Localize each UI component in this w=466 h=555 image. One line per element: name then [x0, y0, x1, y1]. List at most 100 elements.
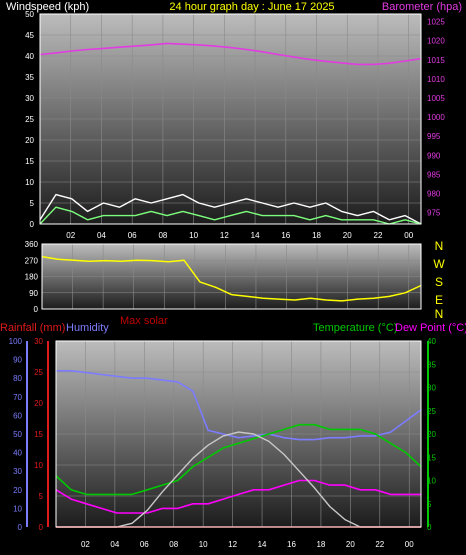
humidity-tick-label: 100 — [9, 337, 23, 346]
wind-panel-xtick-label: 02 — [66, 231, 75, 240]
rainfall-tick-label: 30 — [34, 337, 43, 346]
dew-point-line — [55, 479, 421, 514]
humidity-line — [56, 369, 422, 441]
humidity-tick-label: 70 — [13, 393, 22, 402]
rainfall-tick-label: 0 — [39, 523, 44, 532]
windspeed-tick-label: 35 — [25, 73, 34, 82]
compass-w: W — [433, 257, 445, 271]
direction-tick-label: 0 — [34, 305, 39, 314]
direction-tick-label: 360 — [25, 240, 39, 249]
barometer-tick-label: 985 — [427, 170, 441, 179]
temp-panel-xtick-label: 06 — [140, 540, 149, 549]
barometer-tick-label: 975 — [427, 209, 441, 218]
humidity-tick-label: 10 — [13, 504, 22, 513]
windspeed-tick-label: 15 — [25, 157, 34, 166]
temp-panel-xtick-label: 18 — [316, 540, 325, 549]
temp-panel-xtick-label: 10 — [199, 540, 208, 549]
temp-panel-xtick-label: 16 — [287, 540, 296, 549]
barometer-tick-label: 1020 — [427, 37, 445, 46]
direction-tick-label: 270 — [25, 256, 39, 265]
windspeed-tick-label: 0 — [30, 220, 35, 229]
wind-panel-xtick-label: 16 — [281, 231, 290, 240]
windspeed-tick-label: 45 — [25, 31, 34, 40]
humidity-tick-label: 60 — [13, 411, 22, 420]
temperature-tick-label: 20 — [427, 430, 436, 439]
rainfall-tick-label: 5 — [39, 492, 44, 501]
temp-panel-xtick-label: 08 — [169, 540, 178, 549]
temp-panel-xtick-label: 22 — [375, 540, 384, 549]
humidity-label: Humidity — [66, 322, 109, 334]
temp-panel-xtick-label: 14 — [258, 540, 267, 549]
wind-panel-xtick-label: 22 — [374, 231, 383, 240]
temperature-tick-label: 5 — [427, 500, 432, 509]
wind-panel-xtick-label: 14 — [251, 231, 260, 240]
temperature-tick-label: 10 — [427, 477, 436, 486]
wind-gust-line — [39, 193, 422, 225]
rainfall-tick-label: 10 — [34, 461, 43, 470]
barometer-title: Barometer (hpa) — [382, 1, 462, 13]
temperature-tick-label: 25 — [427, 407, 436, 416]
dew-point-label: Dew Point (°C) — [395, 322, 466, 334]
wind-panel-xtick-label: 00 — [404, 231, 413, 240]
compass-e: E — [435, 293, 443, 307]
rainfall-tick-label: 25 — [34, 368, 43, 377]
temp-panel-frame — [55, 340, 422, 528]
humidity-tick-label: 90 — [13, 356, 22, 365]
wind-panel-xtick-label: 08 — [158, 231, 167, 240]
direction-tick-label: 180 — [25, 273, 39, 282]
temperature-tick-label: 0 — [427, 523, 432, 532]
wind-panel-xtick-label: 12 — [220, 231, 229, 240]
temp-panel-xtick-label: 12 — [228, 540, 237, 549]
temp-panel-xtick-label: 00 — [405, 540, 414, 549]
wind-direction-line — [41, 255, 422, 302]
windspeed-tick-label: 25 — [25, 115, 34, 124]
direction-panel-frame — [41, 243, 422, 310]
barometer-tick-label: 1015 — [427, 56, 445, 65]
barometer-tick-label: 1010 — [427, 75, 445, 84]
compass-n-top: N — [435, 239, 444, 253]
temperature-label: Temperature (°C) — [313, 322, 397, 334]
temperature-tick-label: 35 — [427, 360, 436, 369]
wind-panel-xtick-label: 18 — [312, 231, 321, 240]
wind-average-line — [39, 206, 422, 225]
barometer-tick-label: 995 — [427, 132, 441, 141]
rainfall-label: Rainfall (mm) — [0, 322, 65, 334]
windspeed-tick-label: 20 — [25, 136, 34, 145]
humidity-tick-label: 20 — [13, 486, 22, 495]
temperature-tick-label: 40 — [427, 337, 436, 346]
temp-panel-xtick-label: 04 — [110, 540, 119, 549]
humidity-tick-label: 40 — [13, 449, 22, 458]
temperature-tick-label: 30 — [427, 384, 436, 393]
wind-panel-xtick-label: 10 — [189, 231, 198, 240]
max-solar-label: Max solar — [120, 315, 168, 327]
rainfall-tick-label: 20 — [34, 399, 43, 408]
windspeed-title: Windspeed (kph) — [6, 1, 89, 13]
wind-panel-xtick-label: 20 — [343, 231, 352, 240]
humidity-tick-label: 80 — [13, 374, 22, 383]
windspeed-tick-label: 30 — [25, 94, 34, 103]
barometer-line — [39, 42, 422, 66]
barometer-tick-label: 1005 — [427, 94, 445, 103]
wind-panel-xtick-label: 06 — [128, 231, 137, 240]
compass-n-bottom: N — [435, 307, 444, 321]
windspeed-tick-label: 50 — [25, 10, 34, 19]
barometer-tick-label: 1000 — [427, 113, 445, 122]
barometer-tick-label: 1025 — [427, 18, 445, 27]
temp-panel-xtick-label: 20 — [346, 540, 355, 549]
humidity-tick-label: 50 — [13, 430, 22, 439]
windspeed-tick-label: 10 — [25, 178, 34, 187]
rainfall-tick-label: 15 — [34, 430, 43, 439]
temperature-line — [55, 423, 422, 496]
direction-tick-label: 90 — [29, 289, 38, 298]
windspeed-tick-label: 40 — [25, 52, 34, 61]
compass-s: S — [435, 275, 443, 289]
temp-panel-xtick-label: 02 — [81, 540, 90, 549]
wind-panel-frame — [39, 13, 422, 225]
windspeed-tick-label: 5 — [30, 199, 35, 208]
barometer-tick-label: 980 — [427, 189, 441, 198]
graph-title: 24 hour graph day : June 17 2025 — [169, 1, 334, 13]
humidity-tick-label: 30 — [13, 467, 22, 476]
humidity-tick-label: 0 — [18, 523, 23, 532]
wind-panel-xtick-label: 04 — [97, 231, 106, 240]
